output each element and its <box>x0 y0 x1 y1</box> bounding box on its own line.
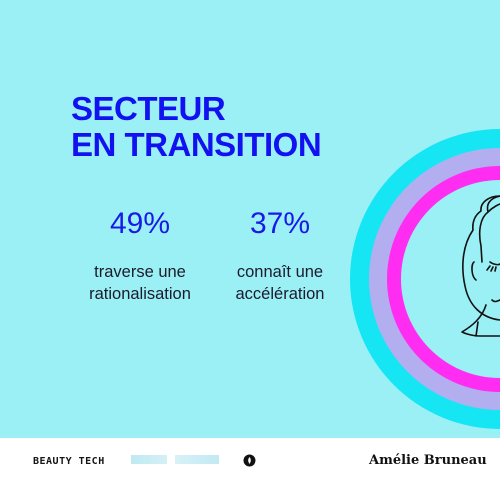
decorative-bar <box>131 455 219 464</box>
stat-label: traverse une rationalisation <box>60 261 220 305</box>
stat-rationalisation: 49% traverse une rationalisation <box>60 207 220 305</box>
page-title: SECTEUR EN TRANSITION <box>71 90 322 163</box>
title-line-2: EN TRANSITION <box>71 126 322 163</box>
title-line-1: SECTEUR <box>71 90 226 127</box>
stat-label-line-2: accélération <box>235 285 325 303</box>
circle-logo-icon <box>243 454 256 467</box>
stat-value: 49% <box>109 207 171 240</box>
stat-label-line-2: rationalisation <box>89 285 191 303</box>
stat-acceleration: 37% connaît une accélération <box>200 207 360 305</box>
woman-face-illustration <box>350 129 500 429</box>
face-icon <box>461 195 500 337</box>
stat-label-line-1: connaît une <box>236 263 324 281</box>
decorative-bar-gap <box>167 455 175 464</box>
brand-logo: BEAUTY TECH <box>33 456 105 467</box>
stat-value: 37% <box>249 207 311 240</box>
stat-label-line-1: traverse une <box>94 263 186 281</box>
footer <box>0 438 500 500</box>
content-panel: SECTEUR EN TRANSITION 49% traverse une r… <box>0 0 500 438</box>
stat-label: connaît une accélération <box>200 261 360 305</box>
author-name: Amélie Bruneau <box>369 453 487 468</box>
